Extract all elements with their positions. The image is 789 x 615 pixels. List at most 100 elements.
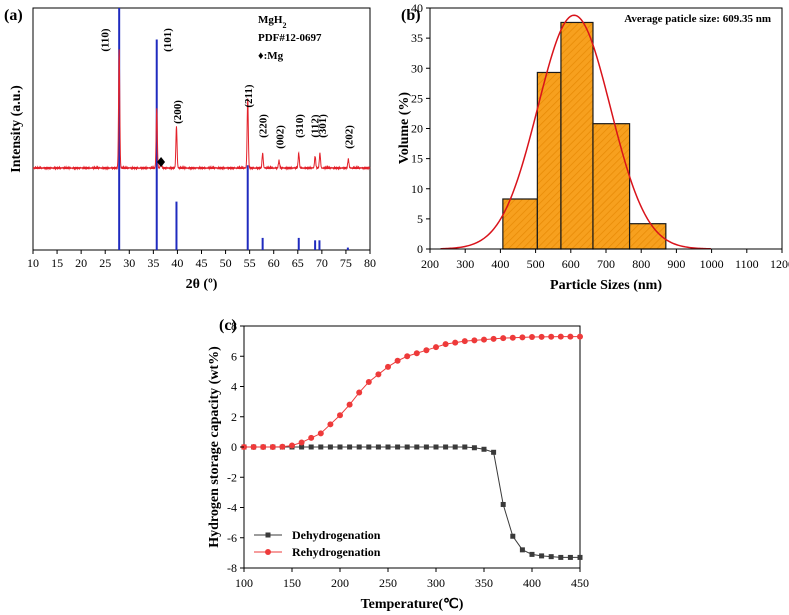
data-point bbox=[337, 444, 343, 450]
data-point bbox=[250, 444, 257, 450]
data-point bbox=[366, 444, 372, 450]
data-point bbox=[289, 442, 295, 449]
x-tick-label: 450 bbox=[571, 576, 589, 590]
x-tick-label: 50 bbox=[220, 256, 232, 270]
data-point bbox=[433, 444, 439, 450]
data-point bbox=[538, 333, 545, 340]
data-point bbox=[452, 444, 458, 450]
panel-label-b: (b) bbox=[401, 7, 421, 24]
data-point bbox=[356, 389, 363, 396]
legend-mg: ♦:Mg bbox=[258, 50, 284, 62]
data-point bbox=[577, 554, 583, 560]
data-point bbox=[509, 334, 516, 341]
data-point bbox=[356, 444, 362, 450]
data-point bbox=[423, 347, 430, 354]
peak-label: (101) bbox=[162, 28, 174, 52]
data-point bbox=[461, 338, 468, 345]
x-tick-label: 800 bbox=[632, 257, 650, 271]
data-point bbox=[462, 444, 468, 450]
legend-label: Rehydrogenation bbox=[292, 545, 381, 559]
data-point bbox=[423, 444, 429, 450]
y-tick-label: 30 bbox=[411, 61, 423, 75]
x-tick-label: 80 bbox=[364, 256, 376, 270]
x-tick-label: 1000 bbox=[700, 257, 724, 271]
data-point bbox=[337, 412, 343, 419]
data-point bbox=[317, 430, 324, 437]
data-point bbox=[567, 554, 573, 560]
data-point bbox=[365, 378, 372, 385]
data-point bbox=[452, 339, 459, 346]
average-size-annotation: Average paticle size: 609.35 nm bbox=[624, 13, 771, 25]
legend-pdf: PDF#12-0697 bbox=[258, 32, 322, 44]
x-tick-label: 100 bbox=[235, 576, 253, 590]
xrd-panel: (a) (110) (101) (200) (211)(220) (002) (310) (1… bbox=[4, 7, 376, 292]
x-tick-label: 75 bbox=[340, 256, 352, 270]
legend-marker bbox=[265, 532, 271, 538]
data-point bbox=[500, 335, 507, 342]
hydrogen-capacity-panel: (c) Dehydrogenation Rehydrogenation 100 150 2… bbox=[207, 317, 589, 612]
data-point bbox=[385, 363, 391, 370]
x-axis-label: Particle Sizes (nm) bbox=[550, 278, 662, 293]
x-tick-label: 300 bbox=[456, 257, 474, 271]
data-point bbox=[539, 553, 545, 559]
data-point bbox=[318, 444, 324, 450]
data-point bbox=[529, 551, 535, 557]
y-axis-label: Hydrogen storage capacity (wt%) bbox=[207, 346, 222, 548]
x-tick-label: 45 bbox=[196, 256, 208, 270]
y-tick-label: 8 bbox=[231, 319, 237, 333]
data-point bbox=[299, 444, 305, 450]
x-tick-label: 40 bbox=[171, 256, 183, 270]
panel-label-a: (a) bbox=[4, 7, 23, 24]
data-point bbox=[481, 336, 487, 343]
data-point bbox=[558, 554, 564, 560]
peak-label: (110) bbox=[100, 28, 112, 52]
data-point bbox=[443, 444, 449, 450]
gaussian-fit-line bbox=[440, 14, 711, 250]
x-axis-label: Temperature(℃) bbox=[361, 597, 464, 612]
histogram-bar bbox=[628, 223, 667, 250]
data-point bbox=[491, 449, 497, 455]
data-point bbox=[375, 444, 381, 450]
x-tick-label: 900 bbox=[667, 257, 685, 271]
panel-label-c: (c) bbox=[219, 317, 237, 334]
data-point bbox=[269, 444, 276, 450]
x-tick-label: 600 bbox=[562, 257, 580, 271]
data-point bbox=[577, 333, 583, 340]
data-point bbox=[471, 445, 477, 451]
data-point bbox=[548, 333, 555, 340]
x-tick-label: 200 bbox=[421, 257, 439, 271]
y-axis-label: Intensity (a.u.) bbox=[9, 85, 24, 173]
histogram-bar bbox=[592, 123, 631, 250]
x-tick-label: 150 bbox=[283, 576, 301, 590]
x-tick-label: 25 bbox=[99, 256, 111, 270]
data-point bbox=[414, 444, 420, 450]
legend-marker bbox=[265, 549, 271, 555]
data-point bbox=[308, 444, 314, 450]
series-line-rehydrogenation bbox=[244, 336, 580, 448]
data-point bbox=[298, 439, 305, 446]
histogram-bar bbox=[536, 71, 562, 250]
histogram-bar bbox=[502, 198, 538, 250]
peak-label: (220) bbox=[258, 114, 270, 138]
x-tick-label: 400 bbox=[523, 576, 541, 590]
x-tick-label: 500 bbox=[527, 257, 545, 271]
x-tick-label: 350 bbox=[475, 576, 493, 590]
x-tick-label: 700 bbox=[597, 257, 615, 271]
mg-marker bbox=[157, 157, 166, 167]
data-point bbox=[347, 444, 353, 450]
x-axis-label: 2θ (º) bbox=[186, 277, 218, 292]
data-point bbox=[519, 334, 526, 341]
x-tick-label: 15 bbox=[51, 256, 63, 270]
data-point bbox=[395, 444, 401, 450]
y-tick-label: 35 bbox=[411, 31, 423, 45]
peak-label: (202) bbox=[343, 125, 355, 149]
histogram-bar bbox=[560, 21, 594, 250]
particle-size-panel: (b) Average paticle size: 609.35 nm 200 300… bbox=[397, 1, 789, 293]
y-tick-label: 6 bbox=[231, 349, 237, 363]
data-point bbox=[471, 337, 478, 344]
data-point bbox=[413, 350, 420, 357]
x-tick-label: 20 bbox=[75, 256, 87, 270]
x-tick-label: 60 bbox=[268, 256, 280, 270]
y-tick-label: 20 bbox=[411, 122, 423, 136]
